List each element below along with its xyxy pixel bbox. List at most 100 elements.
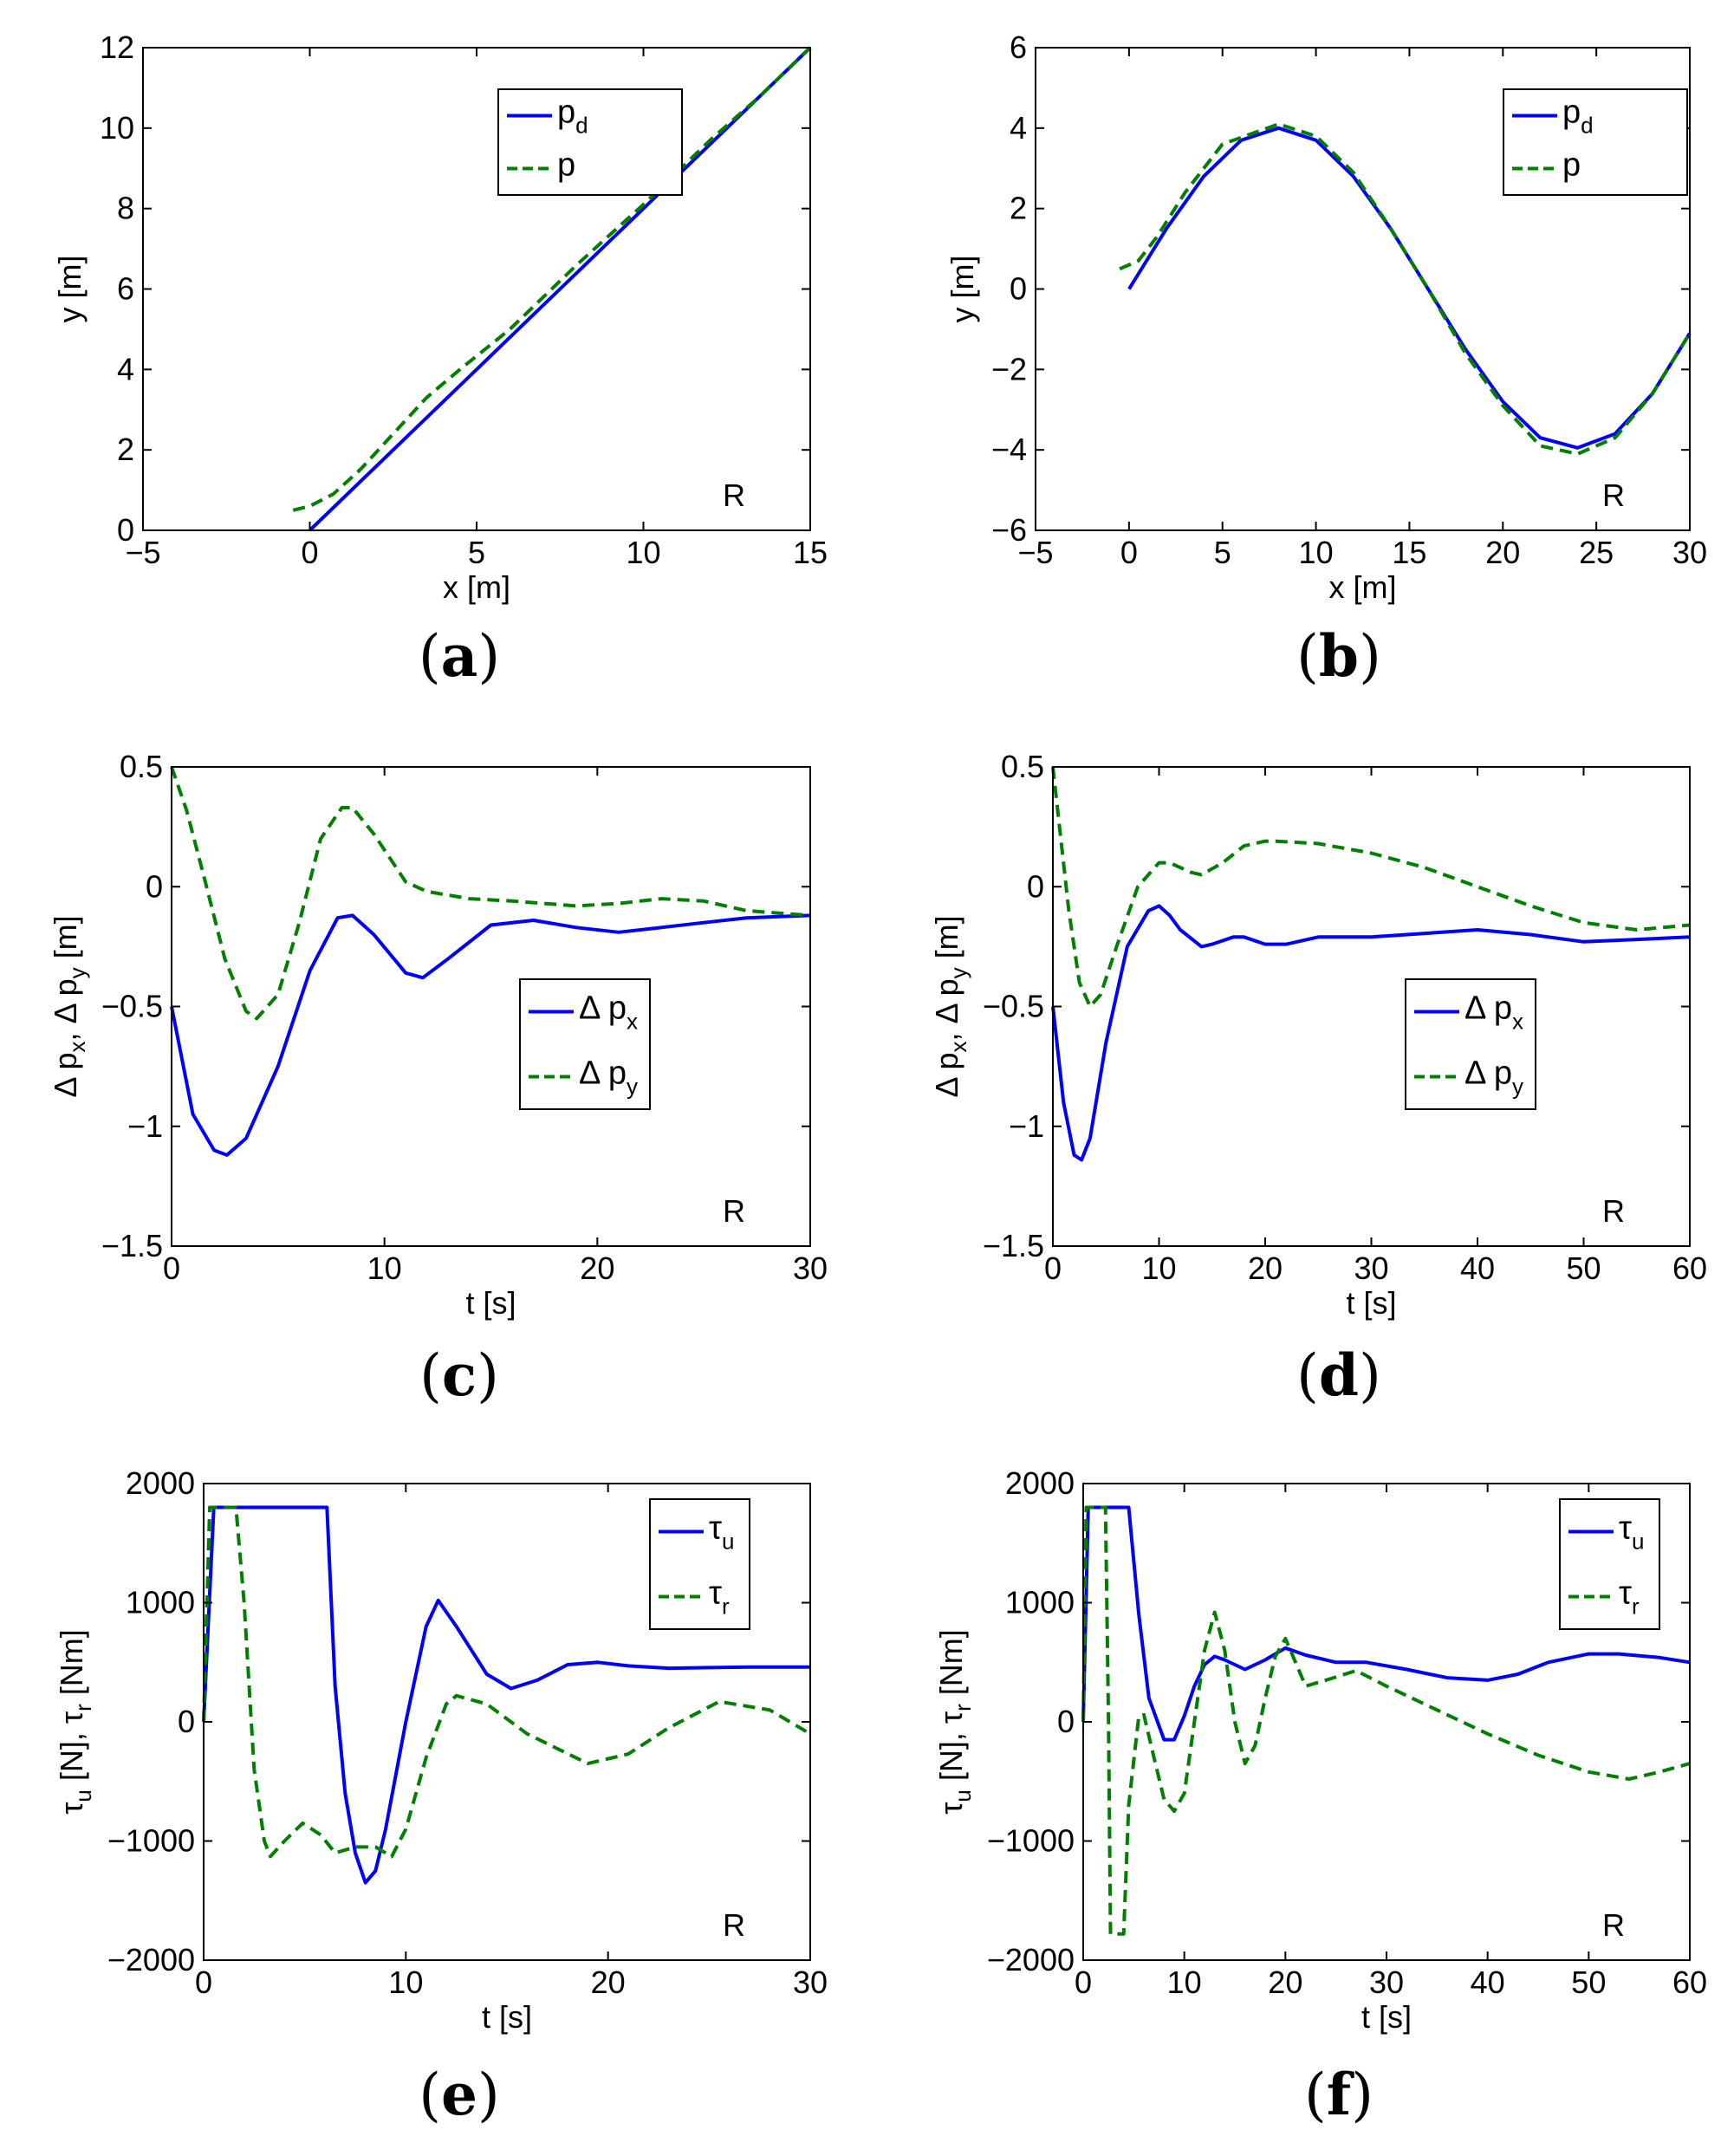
- y-axis-label-part: Δ p: [929, 1053, 964, 1098]
- caption-letter: c: [442, 1341, 477, 1409]
- y-tick-label: 4: [117, 351, 134, 386]
- x-tick-label: 40: [1471, 1964, 1505, 2000]
- y-tick-label: 0.5: [120, 749, 163, 784]
- legend-box: [1559, 1498, 1660, 1630]
- legend: pdp: [497, 88, 683, 196]
- x-tick-label: 30: [793, 1964, 828, 2000]
- y-tick-label: 2: [117, 432, 134, 467]
- legend-label-base: Δ p: [579, 990, 627, 1027]
- x-tick-label: 40: [1460, 1250, 1495, 1286]
- y-tick-label: 0: [1057, 1704, 1075, 1739]
- y-axis-label-part: , Δ p: [929, 978, 964, 1041]
- series-line-desired: [170, 913, 811, 1157]
- legend: pd p: [1503, 88, 1688, 196]
- x-tick-label: 25: [1579, 535, 1614, 570]
- chart-panel-d: 0 10 20 30 40 50 60−1.5−1−0.500.5t [s]Δ px, Δ …: [929, 749, 1707, 1409]
- legend-label-sub: r: [722, 1594, 730, 1620]
- caption-paren-close: ): [1359, 1342, 1381, 1409]
- y-tick-label: 0: [117, 512, 134, 548]
- x-axis-label: x [m]: [443, 569, 510, 605]
- legend-label-sub: x: [1512, 1009, 1523, 1035]
- legend-label-base: Δ p: [579, 1055, 627, 1092]
- y-axis-label: Δ px, Δ py [m]: [48, 915, 90, 1097]
- y-axis-label-part: [N], τ: [54, 1711, 89, 1789]
- legend-label-sub: u: [722, 1529, 734, 1555]
- corner-label: R: [1602, 1907, 1625, 1943]
- legend-label-base: τ: [709, 1575, 722, 1612]
- axes-frame: [1052, 766, 1691, 1247]
- series-line-desired: [1051, 904, 1691, 1162]
- legend-label: pd: [1562, 94, 1594, 139]
- legend-label: Δ px: [1464, 990, 1523, 1035]
- legend-label: τu: [1619, 1510, 1644, 1555]
- corner-label: R: [723, 477, 745, 513]
- y-tick-label: 0: [1027, 868, 1044, 904]
- caption-letter: d: [1319, 1341, 1359, 1409]
- caption-paren-open: (: [1296, 1342, 1319, 1409]
- y-tick-label: 0: [1010, 271, 1027, 307]
- legend-label: Δ py: [1464, 1055, 1523, 1100]
- x-tick-label: 30: [1354, 1250, 1388, 1286]
- y-axis-label-sub: u: [950, 1789, 976, 1802]
- x-tick-label: 0: [1075, 1964, 1092, 2000]
- legend-label: τu: [709, 1510, 734, 1555]
- series-line-actual: [1119, 122, 1692, 456]
- y-axis-label: τu [N], τr [Nm]: [933, 1629, 976, 1815]
- legend-label-sub: y: [627, 1074, 638, 1100]
- legend-label-sub: d: [575, 113, 588, 139]
- y-tick-label: 1000: [126, 1585, 195, 1620]
- series-line-desired: [1127, 126, 1692, 450]
- legend: τu τr: [649, 1498, 750, 1630]
- series-line-desired: [1081, 1505, 1691, 1742]
- legend-label: Δ py: [579, 1055, 638, 1100]
- x-tick-label: −5: [1017, 535, 1053, 570]
- series-line-actual: [292, 46, 812, 512]
- y-tick-label: 4: [1010, 110, 1027, 146]
- legend-label-base: Δ p: [1464, 990, 1512, 1027]
- x-tick-label: 20: [1268, 1964, 1302, 2000]
- y-tick-label: 0: [146, 868, 163, 904]
- legend-label: p: [557, 147, 575, 184]
- y-axis-label-part: [N], τ: [933, 1711, 969, 1789]
- legend-box: [519, 978, 651, 1110]
- x-tick-label: 0: [301, 535, 318, 570]
- y-axis-label-part: [m]: [48, 915, 83, 967]
- x-tick-label: 0: [1044, 1250, 1062, 1286]
- y-tick-label: −2: [991, 351, 1027, 386]
- x-axis-label: x [m]: [1329, 569, 1397, 605]
- corner-label: R: [1602, 1193, 1625, 1229]
- x-tick-label: 15: [793, 535, 828, 570]
- x-tick-label: 20: [580, 1250, 614, 1286]
- legend-label-sub: r: [1632, 1594, 1640, 1620]
- y-axis-label-sub: r: [950, 1704, 976, 1711]
- caption-paren-close: ): [1351, 2062, 1374, 2128]
- series-line-desired: [308, 46, 812, 532]
- caption-letter: b: [1319, 622, 1359, 690]
- legend-label: p: [1562, 147, 1581, 184]
- y-axis-label: τu [N], τr [Nm]: [54, 1629, 96, 1815]
- x-tick-label: 15: [1392, 535, 1426, 570]
- corner-label: R: [723, 1907, 745, 1943]
- x-tick-label: 5: [468, 535, 485, 570]
- y-axis-label-part: , Δ p: [48, 978, 83, 1041]
- legend-label-sub: d: [1581, 113, 1593, 139]
- x-tick-label: 60: [1672, 1250, 1707, 1286]
- y-tick-label: −0.5: [101, 989, 163, 1024]
- x-tick-label: 5: [1214, 535, 1231, 570]
- y-tick-label: 8: [117, 191, 134, 226]
- y-tick-label: −2000: [107, 1942, 195, 1977]
- legend-label-base: p: [1562, 147, 1581, 184]
- x-tick-label: 10: [1167, 1964, 1202, 2000]
- series-line-actual: [202, 1505, 812, 1859]
- x-tick-label: 20: [1485, 535, 1520, 570]
- x-tick-label: 10: [1299, 535, 1334, 570]
- x-tick-label: 10: [367, 1250, 402, 1286]
- legend: Δ pxΔ py: [519, 978, 651, 1110]
- y-axis-label-part: y [m]: [945, 256, 980, 323]
- y-tick-label: −1: [1009, 1108, 1044, 1144]
- axes-frame: [142, 47, 811, 531]
- y-tick-label: 2000: [1005, 1465, 1075, 1501]
- y-axis-label-part: y [m]: [52, 256, 88, 323]
- x-tick-label: 0: [1120, 535, 1138, 570]
